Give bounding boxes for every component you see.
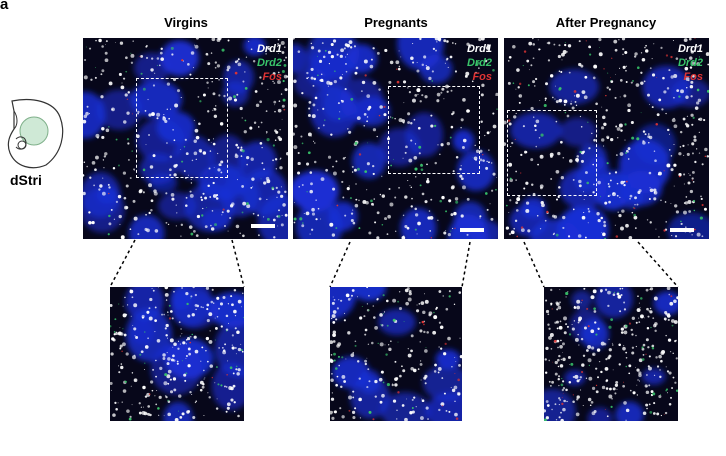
scale-bar (670, 228, 694, 232)
legend-drd2: Drd2 (256, 57, 282, 69)
legend-fos: Fos (683, 71, 703, 83)
channel-legend: Drd1 Drd2 Fos (467, 42, 492, 84)
scale-bar (251, 224, 275, 228)
fluorescence-image (544, 287, 678, 421)
fluorescence-image (504, 38, 709, 239)
column-title-virgins: Virgins (164, 15, 208, 30)
scale-bar (460, 228, 484, 232)
legend-fos: Fos (472, 71, 492, 83)
fluorescence-image (293, 38, 498, 239)
fluorescence-image (330, 287, 462, 421)
legend-fos: Fos (262, 71, 282, 83)
fluorescence-image (83, 38, 288, 239)
micrograph-pregnants: Drd1 Drd2 Fos (293, 38, 498, 239)
inset-virgins (110, 287, 244, 421)
zoom-region-box (388, 86, 480, 174)
legend-drd1: Drd1 (256, 43, 282, 55)
micrograph-virgins: Drd1 Drd2 Fos (83, 38, 288, 239)
legend-drd1: Drd1 (677, 43, 703, 55)
brain-schematic-icon (7, 98, 64, 169)
inset-after-pregnancy (544, 287, 678, 421)
zoom-region-box (136, 78, 228, 178)
legend-drd2: Drd2 (466, 57, 492, 69)
fluorescence-image (110, 287, 244, 421)
column-title-after-pregnancy: After Pregnancy (555, 15, 657, 30)
panel-letter: a (0, 0, 9, 13)
legend-drd1: Drd1 (466, 43, 492, 55)
legend-drd2: Drd2 (677, 57, 703, 69)
channel-legend: Drd1 Drd2 Fos (257, 42, 282, 84)
column-title-pregnants: Pregnants (364, 15, 428, 30)
channel-legend: Drd1 Drd2 Fos (678, 42, 703, 84)
zoom-region-box (507, 110, 597, 196)
region-label: dStri (10, 172, 42, 188)
inset-pregnants (330, 287, 462, 421)
micrograph-after-pregnancy: Drd1 Drd2 Fos (504, 38, 709, 239)
